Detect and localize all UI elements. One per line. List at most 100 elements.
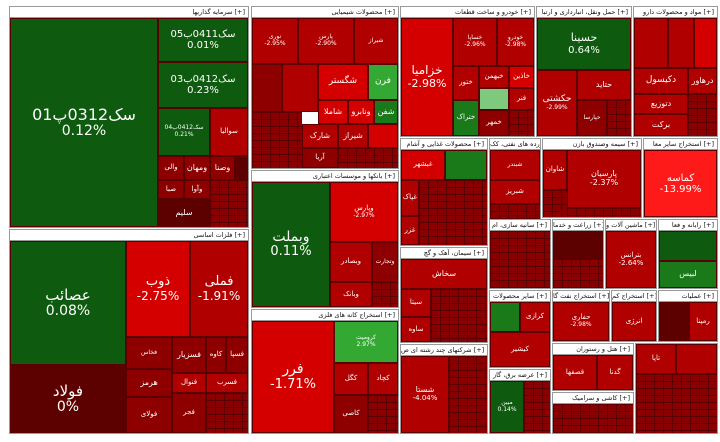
stock-tile[interactable]: فنر (509, 88, 534, 110)
stock-tile[interactable]: کرومیت 2.97% (334, 321, 398, 363)
stock-tile[interactable]: شاوان (543, 150, 567, 190)
stock-tile[interactable]: فخاس (126, 337, 172, 369)
stock-tile[interactable]: هرمز (126, 369, 172, 397)
stock-tile[interactable]: حسینا 0.64% (537, 18, 631, 70)
stock-tile[interactable]: وپارس -2.97% (330, 182, 398, 242)
sector-title[interactable]: فراورده های نفتی، کک [+] (490, 139, 540, 150)
sector-title[interactable]: استخراج سایر معا [+] (644, 139, 717, 150)
stock-tile[interactable]: سک0412ب04 0.21% (158, 108, 210, 156)
stock-tile[interactable]: غبشهر (401, 150, 445, 180)
stock-tile[interactable]: ونابرو (348, 100, 374, 124)
stock-tile[interactable]: شبریز (490, 180, 540, 204)
stock-tile[interactable]: دتوزیع (634, 94, 688, 114)
small-stocks-grid[interactable] (368, 395, 398, 433)
sector-title[interactable]: سیمه وصندوق بازن [+] (543, 139, 641, 150)
sector-coal-mining[interactable]: استخراج کم [+] انرژی (611, 290, 657, 342)
stock-tile[interactable] (553, 231, 603, 259)
sector-pharma[interactable]: مواد و محصولات دارو [+] دکیسول درهاور دت… (633, 6, 718, 137)
sector-title[interactable]: محصولات شیمیایی [+] (252, 7, 398, 18)
stock-tile[interactable]: فسزیار (172, 337, 206, 373)
stock-tile[interactable]: سیتا (401, 289, 431, 317)
stock-tile[interactable]: فملی -1.91% (190, 241, 248, 337)
sector-title[interactable]: ماشین آلات و [+] (606, 220, 656, 231)
small-stocks-grid[interactable] (509, 110, 534, 136)
stock-tile[interactable]: کماسه -13.99% (644, 150, 717, 217)
sector-title[interactable]: سیمان، آهک و گچ [+] (401, 248, 487, 259)
sector-title[interactable]: سرمایه گذاریها [+] (10, 7, 248, 18)
stock-tile[interactable]: قصفها (553, 355, 597, 390)
stock-tile[interactable]: حپارسا (577, 100, 607, 136)
stock-tile[interactable] (659, 231, 717, 261)
sector-title[interactable]: کاشی و سرامیک [+] (553, 393, 633, 404)
stock-tile[interactable]: سلیم (158, 199, 210, 227)
stock-tile[interactable]: ومهان (184, 156, 210, 180)
sector-title[interactable]: حمل ونقل، انبارداری و ارتبا [+] (537, 7, 631, 18)
sector-chemicals[interactable]: محصولات شیمیایی [+] نوری -2.95% پارس -2.… (251, 6, 399, 169)
sector-title[interactable]: محصولات غذایی و آشام [+] (401, 139, 487, 150)
stock-tile[interactable]: شفن (374, 100, 398, 124)
stock-tile[interactable]: نوری -2.95% (252, 18, 298, 64)
stock-tile[interactable]: تاپا (636, 344, 676, 374)
small-stocks-grid[interactable] (419, 180, 487, 245)
stock-tile[interactable]: شستا -4.04% (401, 356, 449, 433)
stock-tile[interactable]: وآوا (184, 180, 210, 199)
stock-tile[interactable]: خساپا -2.96% (453, 18, 497, 66)
stock-tile[interactable]: فسپا (226, 337, 248, 373)
small-stocks-grid[interactable] (431, 289, 487, 342)
stock-tile[interactable]: وصنا (210, 156, 235, 180)
sector-title[interactable]: مواد و محصولات دارو [+] (634, 7, 717, 18)
stock-tile[interactable] (235, 156, 248, 180)
sector-agriculture[interactable]: زراعت و خدما [+] (552, 219, 604, 289)
stock-tile[interactable]: ختراک (453, 100, 479, 136)
stock-tile[interactable] (676, 344, 717, 374)
stock-tile[interactable]: سخاش (401, 259, 487, 289)
sector-cement[interactable]: سیمان، آهک و گچ [+] سخاش سیتا ساوه (400, 247, 488, 343)
stock-tile[interactable]: فرن (368, 64, 398, 100)
stock-tile[interactable]: حتاید (577, 70, 631, 100)
stock-tile[interactable]: کاصی (334, 395, 368, 433)
sector-title[interactable]: استخراج نفت گا [+] (553, 291, 609, 302)
stock-tile[interactable]: صبا (158, 180, 184, 199)
stock-tile[interactable] (490, 302, 520, 332)
stock-tile[interactable]: وتجارت (372, 242, 398, 282)
stock-tile[interactable]: شیراز (338, 124, 368, 148)
stock-tile[interactable] (368, 124, 398, 148)
stock-tile[interactable] (659, 302, 689, 341)
stock-tile[interactable]: خاذین (509, 66, 534, 88)
stock-tile[interactable]: ذوب -2.75% (126, 241, 190, 337)
sector-transport[interactable]: حمل ونقل، انبارداری و ارتبا [+] حسینا 0.… (536, 6, 632, 137)
sector-investments[interactable]: سرمایه گذاریها [+] سک0312پ01 0.12% سک041… (9, 6, 249, 228)
sector-operations[interactable]: عملیات [+] رمپنا (658, 290, 718, 342)
stock-tile[interactable]: پارسیان -2.37% (567, 150, 641, 208)
small-stocks-grid[interactable] (607, 100, 631, 136)
stock-tile[interactable]: فولاد 0% (10, 365, 126, 433)
sector-title[interactable]: خودرو و ساخت قطعات [+] (401, 7, 534, 18)
stock-tile[interactable]: وبملت 0.11% (252, 182, 330, 307)
stock-tile[interactable] (668, 18, 694, 68)
small-stocks-grid[interactable] (252, 112, 302, 168)
stock-tile[interactable]: فجر (172, 393, 206, 433)
stock-tile[interactable]: فسرب (206, 373, 248, 393)
sector-title[interactable]: زراعت و خدما [+] (553, 220, 603, 231)
stock-tile[interactable]: ختور (453, 66, 479, 100)
stock-tile[interactable]: وبصادر (330, 242, 372, 282)
sector-misc-right[interactable]: تاپا (635, 343, 718, 434)
sector-basic-metals[interactable]: فلزات اساسی [+] عصائب 0.08% فولاد 0% ذوب… (9, 229, 249, 434)
stock-tile[interactable]: پارس -2.90% (298, 18, 354, 64)
stock-tile[interactable]: گدنا (597, 355, 633, 390)
stock-tile[interactable]: مبین 0.14% (490, 381, 524, 433)
stock-tile[interactable]: غپاک (401, 180, 419, 216)
small-stocks-grid[interactable] (338, 148, 398, 168)
stock-tile[interactable]: فنوال (172, 373, 206, 393)
stock-tile[interactable]: خودرو -2.98% (497, 18, 534, 66)
small-stocks-grid[interactable] (449, 356, 487, 433)
stock-tile[interactable] (252, 64, 282, 112)
sector-title[interactable]: شرکتهای چند رشته ای ص [+] (401, 345, 487, 356)
sector-title[interactable]: فلزات اساسی [+] (10, 230, 248, 241)
stock-tile[interactable] (634, 18, 668, 68)
sector-other-products[interactable]: سایر محصولات [+] کرازی کیشیر (489, 290, 551, 368)
stock-tile[interactable]: حکشتی -2.99% (537, 70, 577, 136)
stock-tile[interactable]: خبهمن (479, 66, 509, 88)
stock-tile[interactable] (445, 150, 487, 180)
stock-tile[interactable]: شگستر (318, 64, 368, 100)
